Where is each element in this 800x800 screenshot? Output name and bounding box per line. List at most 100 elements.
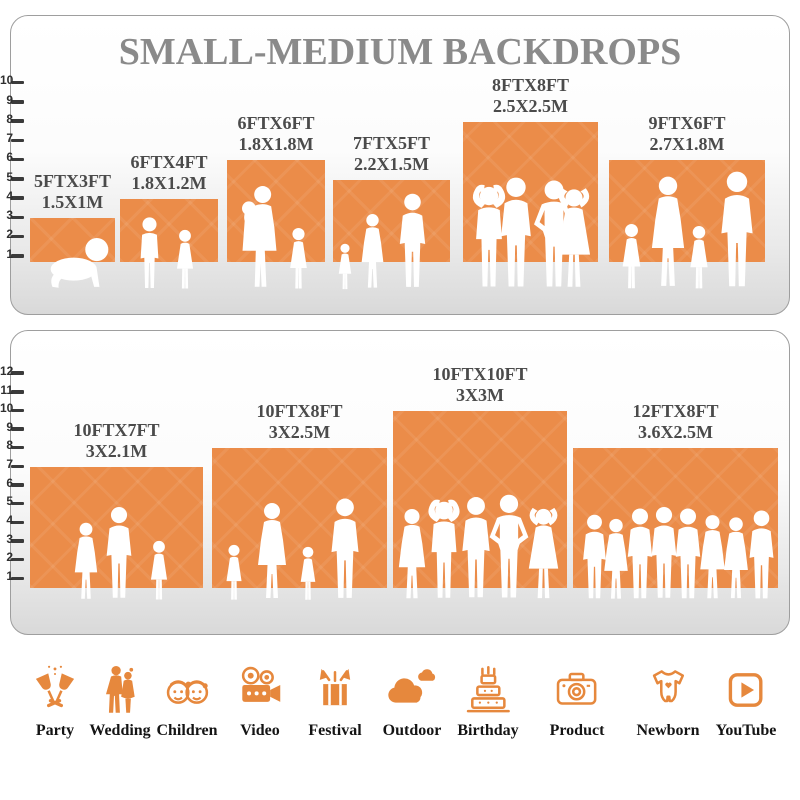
girl-silhouette <box>690 225 708 289</box>
backdrop-size-ft: 6FTX6FT <box>237 113 315 134</box>
man-shape <box>749 510 774 599</box>
woman-arms-up-silhouette <box>528 507 559 599</box>
man-silhouette <box>331 498 359 598</box>
category-label: Children <box>156 722 218 739</box>
man-shape <box>399 193 426 287</box>
ruler-number: 10 <box>0 73 14 88</box>
man-silhouette <box>721 171 753 287</box>
backdrop-size-m: 3X3M <box>455 385 504 406</box>
category-product: Product <box>549 663 605 740</box>
backdrop-size-label: 10FTX8FT 3X2.5M <box>256 401 342 443</box>
category-party: Party <box>28 663 82 740</box>
wedding-icon-glyph <box>105 665 135 713</box>
baby-crawling-shape <box>50 238 109 288</box>
woman-arms-up-shape <box>557 188 591 287</box>
man-shape <box>331 498 359 598</box>
festival-icon-glyph <box>318 667 352 707</box>
backdrop-size-m: 1.8X1.2M <box>131 172 207 193</box>
backdrop-size-label: 12FTX8FT 3.6X2.5M <box>632 401 718 443</box>
backdrop-size-label: 7FTX5FT 2.2X1.5M <box>353 133 430 175</box>
party-icon-glyph <box>34 664 76 708</box>
youtube-icon <box>729 673 763 707</box>
woman-holding-baby-silhouette <box>242 186 277 287</box>
category-label: Newborn <box>636 722 700 739</box>
ruler-tick <box>11 390 24 394</box>
backdrop-size-ft: 8FTX8FT <box>491 74 570 95</box>
ruler-number: 10 <box>0 401 14 416</box>
ruler-number: 1 <box>6 569 13 583</box>
ruler-number: 1 <box>6 246 13 261</box>
girl-silhouette <box>226 544 242 600</box>
backdrop-size-ft: 9FTX6FT <box>648 113 726 134</box>
woman-silhouette <box>74 522 98 599</box>
ruler-tick <box>11 427 24 431</box>
woman-shape <box>361 214 384 288</box>
page-title: SMALL-MEDIUM BACKDROPS <box>118 31 682 73</box>
category-label: Birthday <box>457 722 519 739</box>
backdrop-size-m: 3.6X2.5M <box>637 422 713 443</box>
category-label: Party <box>35 722 75 739</box>
party-icon <box>34 664 76 708</box>
man-silhouette <box>106 506 132 598</box>
backdrop-rect <box>212 448 387 588</box>
product-icon <box>557 672 597 705</box>
ruler-tick <box>11 177 24 181</box>
wedding-icon <box>105 665 135 713</box>
ruler-tick <box>11 501 24 506</box>
ruler-tick <box>11 483 24 487</box>
girl-shape <box>622 224 641 289</box>
ruler-tick <box>11 520 24 525</box>
category-label: Wedding <box>89 722 151 739</box>
festival-icon <box>318 667 352 707</box>
category-video: Video <box>233 663 287 740</box>
ruler-number: 2 <box>6 227 13 242</box>
man-silhouette <box>399 193 426 287</box>
ruler-number: 9 <box>6 419 13 434</box>
video-icon <box>241 666 282 704</box>
category-label: Festival <box>308 722 362 739</box>
backdrop-size-label: 6FTX4FT 1.8X1.2M <box>130 152 207 194</box>
backdrop-size-m: 3X2.1M <box>85 441 148 462</box>
ruler-number: 7 <box>6 131 13 146</box>
youtube-icon-glyph <box>729 673 763 707</box>
children-icon <box>166 680 209 704</box>
man-silhouette <box>749 510 774 599</box>
ruler-number: 9 <box>6 92 13 107</box>
girl-shape <box>290 227 307 289</box>
baby-crawling-silhouette <box>50 238 109 288</box>
backdrop-size-ft: 12FTX8FT <box>632 401 719 422</box>
ruler-tick <box>11 464 24 469</box>
ruler-tick <box>11 138 24 143</box>
ruler-tick <box>11 539 24 543</box>
backdrop-rect <box>120 198 218 262</box>
ruler-number: 6 <box>6 150 13 165</box>
girl-shape <box>226 544 242 600</box>
category-outdoor: Outdoor <box>383 663 441 740</box>
girl-shape <box>338 243 352 290</box>
outdoor-icon-glyph <box>388 669 436 703</box>
backdrop-size-ft: 6FTX4FT <box>130 151 208 172</box>
ruler-number: 4 <box>6 188 13 203</box>
children-icon-glyph <box>166 680 209 704</box>
ruler-tick <box>11 371 24 375</box>
backdrop-size-ft: 5FTX3FT <box>33 171 112 192</box>
backdrop-size-m: 2.7X1.8M <box>649 134 725 155</box>
ruler-number: 11 <box>0 382 13 397</box>
woman-silhouette <box>258 503 286 598</box>
category-festival: Festival <box>308 663 362 740</box>
ruler-number: 8 <box>6 111 13 126</box>
ruler-number: 12 <box>0 363 14 378</box>
newborn-icon <box>652 670 684 703</box>
girl-shape <box>176 229 194 289</box>
woman-silhouette <box>361 214 384 288</box>
backdrop-size-m: 1.8X1.8M <box>238 134 314 155</box>
ruler-tick <box>11 254 24 258</box>
category-label: Product <box>549 722 605 739</box>
category-wedding: Wedding <box>89 663 151 740</box>
category-children: Children <box>156 663 218 740</box>
backdrop-size-ft: 10FTX10FT <box>432 364 528 385</box>
ruler-tick <box>11 408 24 413</box>
video-icon-glyph <box>241 666 282 704</box>
woman-shape <box>651 176 685 286</box>
backdrop-size-label: 10FTX7FT 3X2.1M <box>73 420 159 462</box>
